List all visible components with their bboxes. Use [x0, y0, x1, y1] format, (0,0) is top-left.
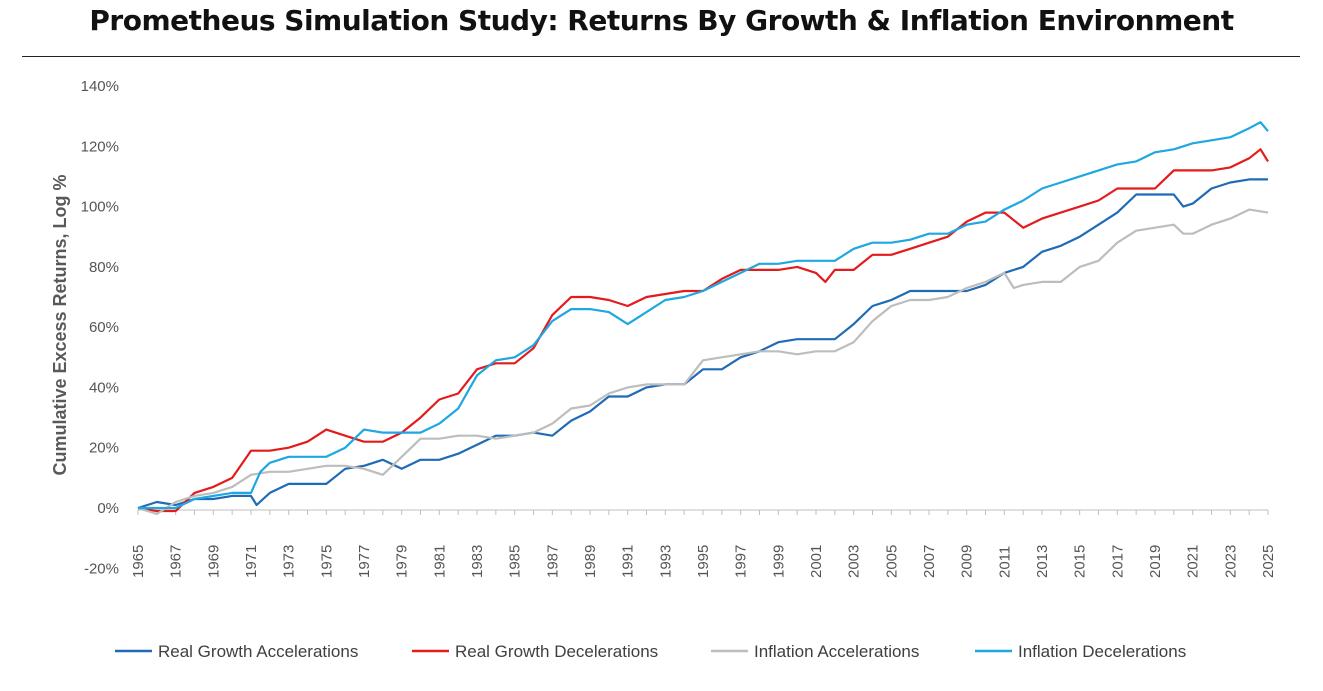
x-tick-label: 2001 [808, 545, 825, 578]
x-tick-label: 2005 [883, 545, 900, 578]
x-tick-label: 2007 [921, 545, 938, 578]
y-tick-label: 20% [89, 440, 119, 457]
x-tick-label: 2019 [1147, 545, 1164, 578]
x-tick-label: 1989 [582, 545, 599, 578]
x-tick-label: 1971 [243, 545, 260, 578]
y-tick-label: 120% [81, 138, 119, 155]
x-tick-label: 1969 [205, 545, 222, 578]
series-line-inflation-accelerations [137, 208, 1269, 516]
x-tick-label: 2021 [1185, 545, 1202, 578]
series-line-real-growth-accelerations [137, 178, 1268, 510]
x-tick-label: 2025 [1260, 545, 1277, 578]
x-tick-label: 1985 [507, 545, 524, 578]
chart-title: Prometheus Simulation Study: Returns By … [89, 4, 1234, 37]
x-tick-label: 2023 [1222, 545, 1239, 578]
x-tick-label: 1999 [770, 545, 787, 578]
x-tick-label: 1997 [733, 545, 750, 578]
x-tick-label: 1973 [281, 545, 298, 578]
x-tick-label: 1981 [431, 545, 448, 578]
y-tick-label: 40% [89, 379, 119, 396]
title-divider [22, 56, 1300, 57]
x-tick-label: 1979 [394, 545, 411, 578]
y-tick-label: 80% [89, 259, 119, 276]
y-tick-label: 100% [81, 199, 119, 216]
x-tick-labels: 1965 1967 1969 1971 1973 1975 1977 1979 1981 1983… [130, 545, 1277, 578]
x-tick-label: 2013 [1034, 545, 1051, 578]
legend-label: Real Growth Accelerations [158, 642, 358, 661]
x-tick-label: 2009 [959, 545, 976, 578]
x-tick-label: 1977 [356, 545, 373, 578]
x-tick-label: 1975 [318, 545, 335, 578]
x-tick-label: 2003 [846, 545, 863, 578]
y-tick-label: -20% [84, 560, 119, 577]
legend-label: Real Growth Decelerations [455, 642, 658, 661]
x-tick-label: 2011 [996, 546, 1013, 578]
y-axis-label: Cumulative Excess Returns, Log % [50, 174, 70, 475]
series-line-real-growth-decelerations [137, 148, 1269, 513]
x-tick-label: 1983 [469, 545, 486, 578]
x-tick-label: 1987 [544, 545, 561, 578]
legend-label: Inflation Decelerations [1018, 642, 1186, 661]
x-axis [137, 509, 1269, 515]
x-tick-label: 1995 [695, 545, 712, 578]
y-tick-label: 0% [97, 500, 119, 517]
x-tick-label: 1967 [168, 545, 185, 578]
series-lines [137, 121, 1269, 516]
y-tick-label: 60% [89, 319, 119, 336]
legend: Real Growth Accelerations Real Growth Dec… [115, 642, 1186, 661]
x-tick-label: 2015 [1072, 545, 1089, 578]
legend-label: Inflation Accelerations [754, 642, 919, 661]
y-tick-label: 140% [81, 78, 119, 95]
x-tick-label: 1991 [620, 545, 637, 578]
x-tick-label: 1993 [657, 545, 674, 578]
y-tick-labels: -20% 0% 20% 40% 60% 80% 100% 120% 140% [81, 78, 119, 577]
y-axis-label-group: Cumulative Excess Returns, Log % [50, 174, 70, 475]
x-tick-label: 1965 [130, 545, 147, 578]
x-tick-label: 2017 [1109, 545, 1126, 578]
series-line-inflation-decelerations [138, 121, 1269, 510]
